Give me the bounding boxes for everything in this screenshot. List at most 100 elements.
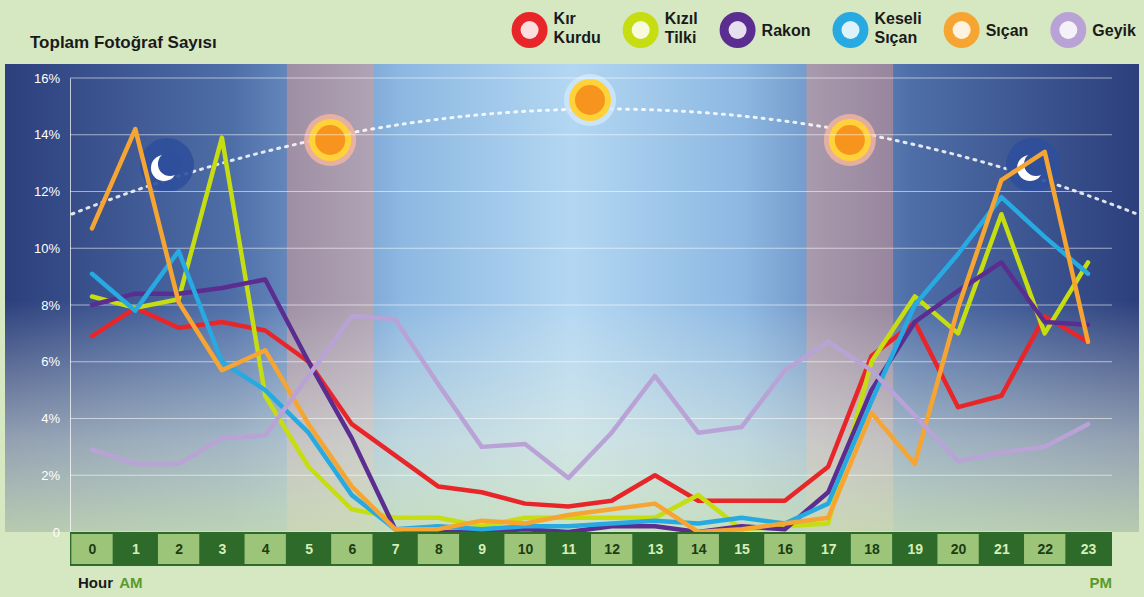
- grid: [70, 78, 1112, 532]
- hour-box: [1067, 534, 1108, 564]
- x-tick-label: 8: [435, 541, 443, 557]
- x-tick: 0: [89, 541, 97, 557]
- x-tick-label: 2: [175, 541, 183, 557]
- y-tick: 6%: [41, 354, 70, 369]
- sun-icon: [824, 114, 876, 166]
- y-tick: 8%: [41, 298, 70, 313]
- x-tick: 18: [864, 541, 880, 557]
- x-tick-label: 23: [1081, 541, 1097, 557]
- hour-box: [71, 534, 112, 564]
- x-tick: 15: [734, 541, 750, 557]
- hour-box: [981, 534, 1022, 564]
- legend-label: KeseliSıçan: [874, 10, 921, 46]
- y-tick: 14%: [34, 127, 70, 142]
- y-tick: 0: [53, 525, 70, 540]
- hour-box: [115, 534, 156, 564]
- hour-box: [591, 534, 632, 564]
- x-tick: 23: [1081, 541, 1097, 557]
- grid-line: [70, 475, 1112, 476]
- x-tick-label: 15: [734, 541, 750, 557]
- hour-box: [764, 534, 805, 564]
- y-tick-label: 10%: [34, 241, 60, 256]
- y-tick: 12%: [34, 184, 70, 199]
- x-tick: 8: [435, 541, 443, 557]
- legend-label: KırKurdu: [554, 10, 601, 46]
- x-tick-label: 19: [907, 541, 923, 557]
- legend-swatch: [832, 12, 868, 48]
- hour-box: [678, 534, 719, 564]
- sun-icon: [564, 74, 616, 126]
- y-axis-line: [70, 79, 71, 533]
- x-tick: 16: [778, 541, 794, 557]
- series-line: [92, 129, 1088, 532]
- legend-icon: [521, 21, 539, 39]
- header-bg: [0, 0, 1144, 64]
- x-tick: 22: [1037, 541, 1053, 557]
- annotation: PM: [1090, 574, 1113, 591]
- annotation: AM: [119, 574, 142, 591]
- legend-icon: [729, 21, 747, 39]
- hour-band: [70, 532, 1112, 566]
- legend-item: Geyik: [1050, 12, 1136, 48]
- sun-icon: [304, 114, 356, 166]
- hour-box: [634, 534, 675, 564]
- x-tick-label: 5: [305, 541, 313, 557]
- legend-icon: [632, 21, 650, 39]
- sun-rays: [829, 119, 871, 161]
- grid-line: [70, 78, 1112, 79]
- x-tick: 7: [392, 541, 400, 557]
- y-tick-label: 4%: [41, 411, 60, 426]
- y-tick-label: 12%: [34, 184, 60, 199]
- hour-box: [851, 534, 892, 564]
- sun-rays: [569, 79, 611, 121]
- x-axis-title: Hour: [78, 574, 113, 591]
- y-tick-label: 0: [53, 525, 60, 540]
- x-tick: 14: [691, 541, 707, 557]
- ground-bg: [5, 300, 1139, 532]
- x-tick: 3: [219, 541, 227, 557]
- legend-item: Rakon: [720, 12, 811, 48]
- x-tick: 10: [518, 541, 534, 557]
- x-tick: 1: [132, 541, 140, 557]
- grid-line: [70, 248, 1112, 249]
- y-tick-label: 6%: [41, 354, 60, 369]
- legend-item: KırKurdu: [512, 10, 601, 48]
- chart-title: Toplam Fotoğraf Sayısı: [30, 33, 217, 52]
- series-line: [92, 316, 1088, 478]
- series-line: [92, 308, 1088, 507]
- hour-box: [937, 534, 978, 564]
- legend: KırKurduKızılTilkiRakonKeseliSıçanSıçanG…: [512, 10, 1136, 48]
- hour-box: [374, 534, 415, 564]
- hour-box: [721, 534, 762, 564]
- x-tick-label: 6: [348, 541, 356, 557]
- y-tick-label: 16%: [34, 71, 60, 86]
- legend-label: Rakon: [762, 22, 811, 39]
- legend-swatch: [623, 12, 659, 48]
- y-tick-label: 8%: [41, 298, 60, 313]
- legend-item: Sıçan: [944, 12, 1029, 48]
- legend-icon: [1059, 21, 1077, 39]
- y-tick-label: 2%: [41, 468, 60, 483]
- legend-swatch: [512, 12, 548, 48]
- x-tick-label: 4: [262, 541, 270, 557]
- legend-label: Geyik: [1092, 22, 1136, 39]
- lines: [92, 129, 1088, 532]
- hour-box: [504, 534, 545, 564]
- hour-box: [418, 534, 459, 564]
- x-tick-label: 7: [392, 541, 400, 557]
- plot-bg: [5, 64, 1139, 532]
- y-tick: 10%: [34, 241, 70, 256]
- grid-line: [70, 134, 1112, 135]
- legend-icon: [953, 21, 971, 39]
- sun-core: [835, 125, 865, 155]
- x-axis: 01234567891011121314151617181920212223: [89, 541, 1097, 557]
- x-tick: 4: [262, 541, 270, 557]
- y-axis: 0 2% 4% 6% 8% 10% 12% 14% 16%: [34, 71, 71, 540]
- x-tick: 5: [305, 541, 313, 557]
- x-tick-label: 22: [1037, 541, 1053, 557]
- hour-box: [894, 534, 935, 564]
- x-tick-label: 18: [864, 541, 880, 557]
- x-tick-label: 12: [604, 541, 620, 557]
- sun-core: [315, 125, 345, 155]
- x-tick-label: 11: [561, 541, 576, 557]
